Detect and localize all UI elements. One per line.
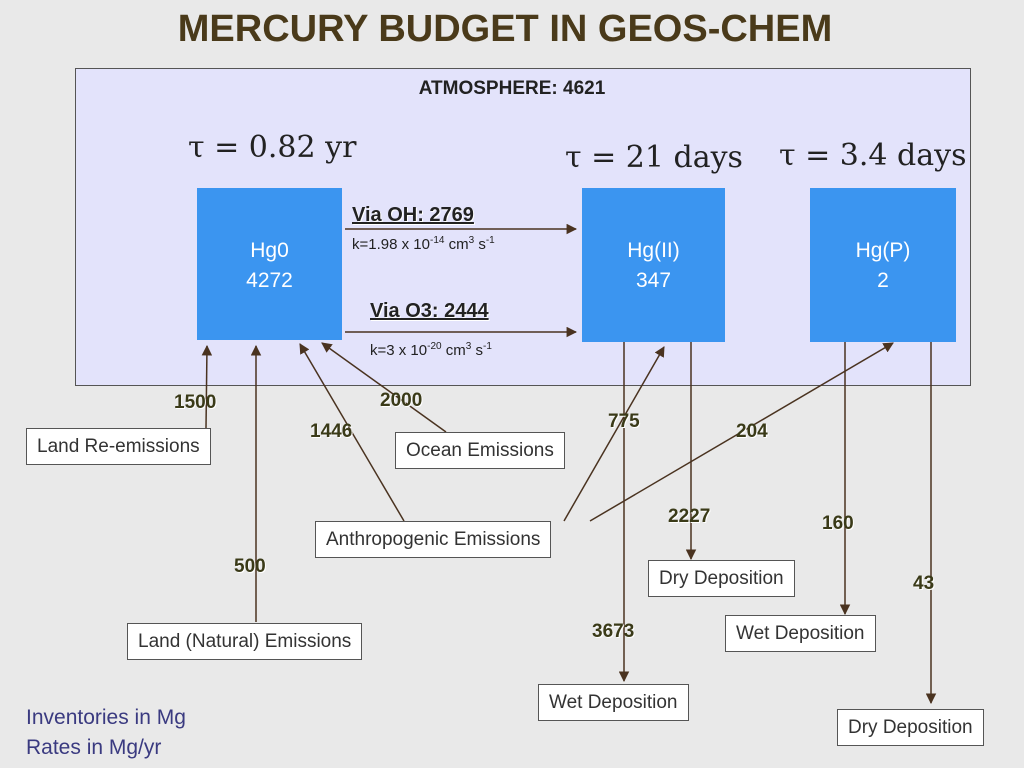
hgp-dry-deposition-box: Dry Deposition [837,709,984,746]
hg0-lifetime: τ = 0.82 yr [188,130,357,165]
anthro-hgp-arrow [589,342,894,522]
hg0-value: 4272 [246,269,293,292]
hg2-value: 347 [635,269,672,292]
anthro-hg0-arrow [299,343,405,522]
hgp-lifetime: τ = 3.4 days [779,138,967,173]
page-title: MERCURY BUDGET IN GEOS-CHEM [177,8,833,50]
hgp-box: Hg(P) 2 [810,188,956,342]
o3-rate-constant: k=3 x 10-20 cm3 s-1 [370,341,492,359]
hg2-lifetime: τ = 21 days [565,140,743,175]
flux-hg2-wet: 3673 [592,621,635,642]
hgp-wet-deposition-box: Wet Deposition [725,615,876,652]
flux-ocean: 2000 [380,390,423,411]
land-reemissions-box: Land Re-emissions [26,428,211,465]
hg2-box: Hg(II) 347 [582,188,725,342]
hg0-box: Hg0 4272 [197,188,342,340]
hg0-name: Hg0 [250,239,289,262]
ocean-emissions-box: Ocean Emissions [395,432,565,469]
legend-rates: Rates in Mg/yr [26,736,162,759]
oh-rate-constant: k=1.98 x 10-14 cm3 s-1 [352,235,495,253]
flux-anthro-hg2: 775 [608,411,640,432]
land-reemission-arrow [201,344,213,429]
legend-inventories: Inventories in Mg [26,706,186,729]
hg2-dry-deposition-box: Dry Deposition [648,560,795,597]
flux-hgp-dry: 43 [913,573,935,594]
anthro-hg2-arrow [563,346,665,522]
hgp-name: Hg(P) [855,239,911,262]
atmosphere-label: ATMOSPHERE: 4621 [418,78,606,99]
anthropogenic-emissions-box: Anthropogenic Emissions [315,521,552,558]
flux-land-natural: 500 [234,556,266,577]
via-o3-label: Via O3: 2444 [370,300,489,322]
flux-anthro-hg0: 1446 [310,421,353,442]
hg2-wet-deposition-box: Wet Deposition [538,684,689,721]
flux-anthro-hgp: 204 [736,421,768,442]
flux-hg2-dry: 2227 [668,506,711,527]
flux-hgp-wet: 160 [822,513,854,534]
hgp-value: 2 [877,269,889,292]
units-legend: Inventories in Mg Rates in Mg/yr [26,703,186,763]
via-oh-label: Via OH: 2769 [352,204,474,226]
flux-land-reemission: 1500 [174,392,217,413]
hg2-name: Hg(II) [627,239,680,262]
land-natural-emissions-box: Land (Natural) Emissions [127,623,363,660]
ocean-arrow [321,342,447,433]
